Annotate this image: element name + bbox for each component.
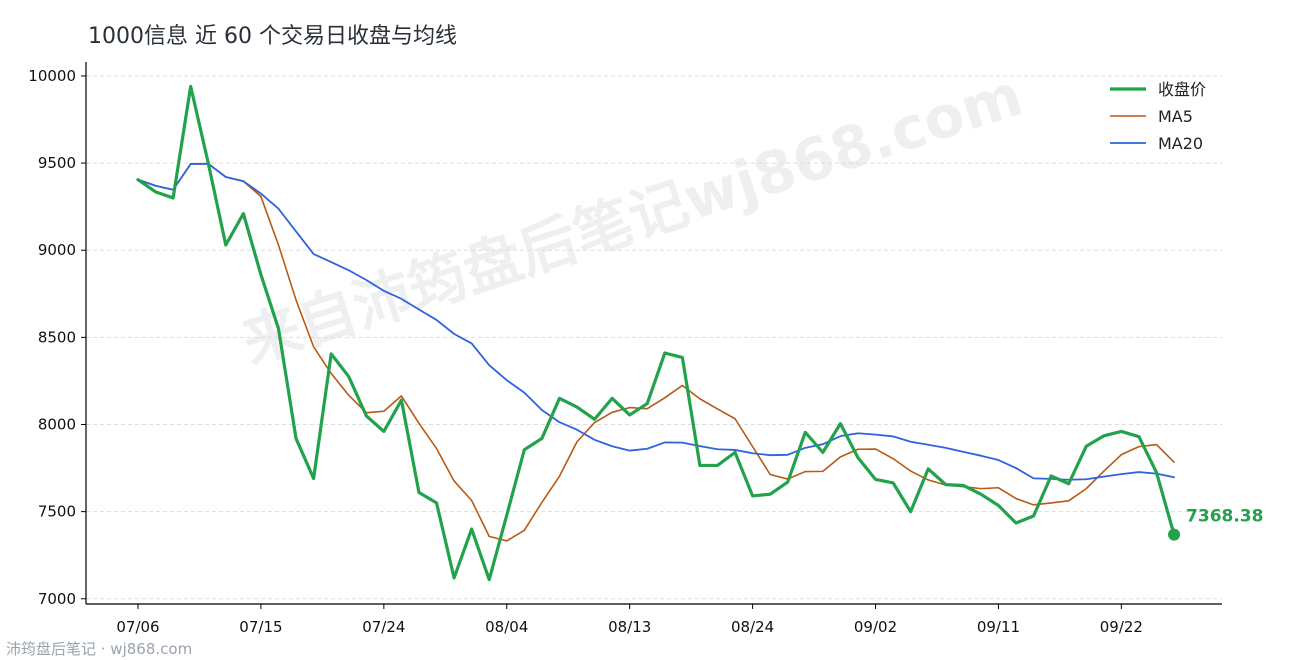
footer-source: 沛筠盘后笔记 · wj868.com [6, 640, 193, 658]
y-tick-label: 9500 [38, 154, 76, 172]
x-tick-label: 07/06 [116, 618, 159, 636]
y-tick-label: 8000 [38, 415, 76, 433]
series-line-ma20 [137, 162, 1175, 481]
series-line-close [136, 84, 1176, 582]
legend-label-ma20: MA20 [1158, 134, 1203, 153]
y-tick-label: 9000 [38, 241, 76, 259]
legend-label-ma5: MA5 [1158, 107, 1193, 126]
series-line-ma5 [137, 162, 1175, 542]
x-tick-label: 07/24 [362, 618, 405, 636]
x-tick-label: 08/04 [485, 618, 528, 636]
y-tick-label: 7000 [38, 590, 76, 608]
x-tick-label: 09/22 [1100, 618, 1143, 636]
x-tick-label: 08/24 [731, 618, 774, 636]
last-close-label: 7368.38 [1186, 507, 1263, 527]
x-tick-label: 09/02 [854, 618, 897, 636]
last-close-point [1168, 528, 1181, 541]
y-tick-label: 8500 [38, 328, 76, 346]
legend-label-close: 收盘价 [1158, 80, 1206, 99]
y-tick-label: 7500 [38, 503, 76, 521]
chart-title: 1000信息 近 60 个交易日收盘与均线 [88, 24, 457, 49]
x-tick-label: 08/13 [608, 618, 651, 636]
x-tick-label: 07/15 [239, 618, 282, 636]
x-tick-label: 09/11 [977, 618, 1020, 636]
y-tick-label: 10000 [28, 67, 76, 85]
